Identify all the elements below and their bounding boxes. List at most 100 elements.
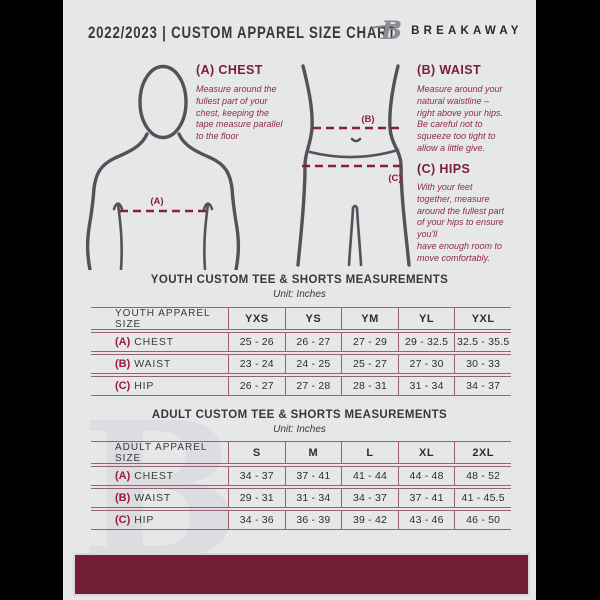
measurement-value-cell: 25 - 26 <box>228 333 285 351</box>
measurement-value-cell: 27 - 28 <box>284 377 342 395</box>
head-outline <box>138 64 188 140</box>
measurement-value-cell: 23 - 24 <box>228 355 285 373</box>
measure-key: (B) <box>115 492 131 504</box>
measurement-value-cell: 26 - 27 <box>228 377 285 395</box>
page-title: 2022/2023 | CUSTOM APPAREL SIZE CHART <box>88 23 397 42</box>
waistband-curve <box>308 148 400 159</box>
youth-section-title: YOUTH CUSTOM TEE & SHORTS MEASUREMENTS <box>150 274 449 286</box>
measurement-value-cell: 48 - 52 <box>454 467 511 485</box>
measurement-value-cell: 39 - 42 <box>341 511 398 529</box>
measure-name: WAIST <box>134 358 172 370</box>
size-label-cell: ADULT APPAREL SIZE <box>115 441 208 464</box>
youth-unit-label: Unit: Inches <box>273 289 326 300</box>
measurement-value-cell: 43 - 46 <box>397 511 455 529</box>
measure-key: (C) <box>115 380 131 392</box>
size-column-header: S <box>228 442 285 463</box>
measurement-value-cell: 30 - 33 <box>454 355 511 373</box>
size-column-header: M <box>284 442 342 463</box>
measurement-value-cell: 29 - 31 <box>228 489 285 507</box>
measurement-value-cell: 34 - 37 <box>454 377 511 395</box>
measurement-value-cell: 41 - 45.5 <box>454 489 511 507</box>
measurement-row: (B) WAIST 23 - 24 24 - 25 25 - 27 27 - 30 30 -… <box>91 354 511 374</box>
measure-key: (B) <box>115 358 131 370</box>
size-column-header: XL <box>397 442 455 463</box>
navel-mark <box>350 137 362 143</box>
waist-heading: (B) WAIST <box>417 63 482 77</box>
measure-label-cell: (C) HIP <box>91 511 228 529</box>
measure-name: CHEST <box>134 470 174 482</box>
hips-heading: (C) HIPS <box>417 162 471 176</box>
measurement-row: (A) CHEST 34 - 37 37 - 41 41 - 44 44 - 48 48 -… <box>91 466 511 486</box>
right-torso-line <box>203 202 210 270</box>
measurement-value-cell: 26 - 27 <box>284 333 342 351</box>
measurement-value-cell: 27 - 29 <box>341 333 398 351</box>
measurement-value-cell: 34 - 36 <box>228 511 285 529</box>
measure-label-cell: (B) WAIST <box>91 355 228 373</box>
size-column-header: L <box>341 442 398 463</box>
breakaway-b-icon: B <box>371 18 402 43</box>
measure-name: CHEST <box>134 336 174 348</box>
right-body-outline <box>388 64 411 267</box>
measurement-row: (C) HIP 26 - 27 27 - 28 28 - 31 31 - 34 34 - 3… <box>91 376 511 396</box>
adult-section-title: ADULT CUSTOM TEE & SHORTS MEASUREMENTS <box>151 409 448 421</box>
measure-key: (A) <box>115 470 131 482</box>
measurement-value-cell: 32.5 - 35.5 <box>454 333 511 351</box>
size-column-header: YL <box>397 308 455 329</box>
measurement-value-cell: 24 - 25 <box>284 355 342 373</box>
measure-label-cell: (A) CHEST <box>91 467 228 485</box>
measurement-value-cell: 25 - 27 <box>341 355 398 373</box>
adult-size-table: ADULT APPAREL SIZE S M L XL 2XL (A) CHEST 34 - 3… <box>91 441 511 530</box>
left-shoulder-arm-outline <box>85 132 149 270</box>
waist-instructions: Measure around your natural waistline – … <box>417 84 504 153</box>
measurement-value-cell: 34 - 37 <box>341 489 398 507</box>
measurement-value-cell: 29 - 32.5 <box>397 333 455 351</box>
table-header-row: YOUTH APPAREL SIZE YXS YS YM YL YXL <box>91 307 511 330</box>
size-column-header: YM <box>341 308 398 329</box>
left-body-outline <box>296 64 314 267</box>
measure-name: WAIST <box>134 492 172 504</box>
measurement-value-cell: 46 - 50 <box>454 511 511 529</box>
chest-heading: (A) CHEST <box>196 63 263 77</box>
measure-name: HIP <box>134 514 155 526</box>
lower-body-diagram: (B) (C) <box>296 64 411 267</box>
measurement-value-cell: 34 - 37 <box>228 467 285 485</box>
measure-label-cell: (A) CHEST <box>91 333 228 351</box>
size-column-header: YS <box>284 308 342 329</box>
measurement-row: (C) HIP 34 - 36 36 - 39 39 - 42 43 - 46 46 - 5… <box>91 510 511 530</box>
hip-marker-label: (C) <box>388 173 401 184</box>
measure-name: HIP <box>134 380 155 392</box>
measurement-value-cell: 28 - 31 <box>341 377 398 395</box>
left-torso-line <box>116 202 123 270</box>
chest-marker-label: (A) <box>150 196 163 207</box>
footer-accent-bar <box>73 553 530 596</box>
measurement-row: (B) WAIST 29 - 31 31 - 34 34 - 37 37 - 41 41 -… <box>91 488 511 508</box>
measurement-value-cell: 44 - 48 <box>397 467 455 485</box>
chest-instructions: Measure around the fullest part of your … <box>196 84 283 142</box>
right-inner-leg-line <box>355 206 363 267</box>
table-header-row: ADULT APPAREL SIZE S M L XL 2XL <box>91 441 511 464</box>
brand-name: BREAKAWAY <box>411 24 523 37</box>
measurement-value-cell: 31 - 34 <box>397 377 455 395</box>
right-shoulder-arm-outline <box>177 132 241 270</box>
measurement-row: (A) CHEST 25 - 26 26 - 27 27 - 29 29 - 32.5 32… <box>91 332 511 352</box>
brand-logo: B BREAKAWAY <box>371 18 523 43</box>
left-inner-leg-line <box>347 206 355 267</box>
measurement-value-cell: 41 - 44 <box>341 467 398 485</box>
youth-size-table: YOUTH APPAREL SIZE YXS YS YM YL YXL (A) CHEST 25… <box>91 307 511 396</box>
hips-instructions: With your feet together, measure around … <box>417 182 505 263</box>
measure-label-cell: (C) HIP <box>91 377 228 395</box>
measurement-value-cell: 37 - 41 <box>284 467 342 485</box>
size-column-header: 2XL <box>454 442 511 463</box>
size-label-cell: YOUTH APPAREL SIZE <box>115 307 211 330</box>
measure-key: (C) <box>115 514 131 526</box>
measure-key: (A) <box>115 336 131 348</box>
size-column-header: YXL <box>454 308 511 329</box>
measure-label-cell: (B) WAIST <box>91 489 228 507</box>
measurement-value-cell: 27 - 30 <box>397 355 455 373</box>
measurement-value-cell: 36 - 39 <box>284 511 342 529</box>
waist-marker-label: (B) <box>361 114 374 125</box>
measurement-value-cell: 31 - 34 <box>284 489 342 507</box>
size-chart-document: B 2022/2023 | CUSTOM APPAREL SIZE CHART … <box>63 0 536 600</box>
adult-unit-label: Unit: Inches <box>273 424 326 435</box>
